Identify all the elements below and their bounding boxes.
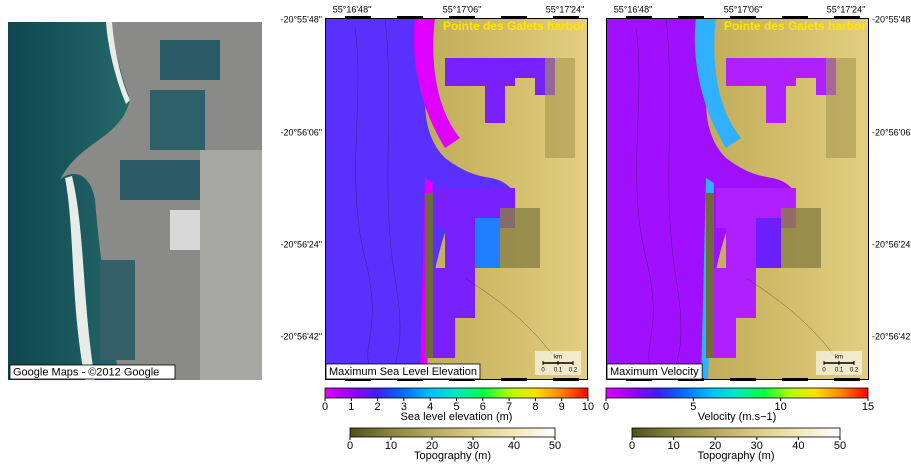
colorbar-ramp — [325, 388, 588, 398]
lat-label: -20°56'06" — [872, 127, 911, 137]
frame-segment — [345, 16, 371, 19]
colorbar-tick-label: 0 — [347, 440, 353, 452]
map-panel: 55°16'48" 55°17'06" 55°17'24" -20°55'48" -20… — [606, 4, 911, 381]
lon-label: 55°17'24" — [546, 4, 585, 14]
map-label: Maximum Sea Level Elevation — [329, 366, 477, 378]
scale-tick-label: 0.2 — [850, 368, 859, 374]
lon-label: 55°17'24" — [827, 4, 866, 14]
photo-caption: Google Maps - ©2012 Google — [13, 366, 159, 378]
lon-label: 55°16'48" — [333, 4, 372, 14]
lat-label: -20°56'42" — [280, 331, 322, 341]
colorbar-ramp — [606, 388, 868, 398]
colorbar-label: Sea level elevation (m) — [401, 411, 513, 423]
satellite-photo: Google Maps - ©2012 Google — [8, 22, 262, 380]
colorbar-tick-label: 0 — [629, 440, 635, 452]
frame-segment — [678, 16, 704, 19]
frame-segment — [397, 16, 423, 19]
map-title: Pointe des Galets harbor — [724, 19, 866, 33]
colorbar: 0 5 10 15 Velocity (m.s−1) — [603, 388, 874, 423]
map-title: Pointe des Galets harbor — [443, 19, 585, 33]
frame-segment — [730, 378, 756, 381]
scale-tick-label: 0.2 — [569, 368, 578, 374]
colorbar-label: Velocity (m.s−1) — [698, 411, 777, 423]
colorbar-tick-label: 0 — [603, 401, 609, 413]
lon-label: 55°17'06" — [443, 4, 482, 14]
frame-segment — [553, 378, 579, 381]
colorbar-tick-label: 15 — [862, 401, 874, 413]
frame-segment — [834, 378, 860, 381]
frame-segment — [626, 16, 652, 19]
colorbar-tick-label: 5 — [690, 401, 696, 413]
scale-unit: km — [554, 355, 562, 361]
colorbar-tick-label: 50 — [834, 440, 846, 452]
frame-segment — [501, 378, 527, 381]
lat-label: -20°56'24" — [872, 239, 911, 249]
map-label: Maximum Velocity — [610, 366, 699, 378]
scale-unit: km — [835, 355, 843, 361]
lat-label: -20°56'42" — [872, 331, 911, 341]
colorbar-tick-label: 40 — [508, 440, 520, 452]
colorbar-tick-label: 0 — [322, 401, 328, 413]
colorbar-label: Topography (m) — [697, 450, 774, 462]
colorbar-label: Topography (m) — [414, 450, 491, 462]
lon-label: 55°16'48" — [614, 4, 653, 14]
colorbar-tick-label: 50 — [549, 440, 561, 452]
colorbar-tick-label: 8 — [532, 401, 538, 413]
colorbar-ramp — [350, 428, 555, 437]
maps: 55°16'48" 55°17'06" 55°17'24" -20°55'48" -20… — [280, 4, 911, 381]
colorbar-tick-label: 10 — [582, 401, 594, 413]
map-panel: 55°16'48" 55°17'06" 55°17'24" -20°55'48" -20… — [280, 4, 588, 381]
colorbar-tick-label: 2 — [375, 401, 381, 413]
frame-segment — [782, 378, 808, 381]
colorbar-tick-label: 10 — [385, 440, 397, 452]
lat-label: -20°56'06" — [280, 127, 322, 137]
map-image — [325, 18, 588, 380]
colorbar-tick-label: 10 — [667, 440, 679, 452]
lat-label: -20°55'48" — [872, 14, 911, 24]
scale-tick-label: 0.1 — [554, 368, 563, 374]
scale-tick-label: 0.1 — [835, 368, 844, 374]
colorbar-tick-label: 40 — [792, 440, 804, 452]
lat-label: -20°56'24" — [280, 239, 322, 249]
colorbar-tick-label: 9 — [559, 401, 565, 413]
colorbar-tick-label: 10 — [775, 401, 787, 413]
lon-label: 55°17'06" — [724, 4, 763, 14]
map-image — [606, 18, 869, 380]
lat-label: -20°55'48" — [280, 14, 322, 24]
colorbar-ramp — [632, 428, 840, 437]
figure: Google Maps - ©2012 Google 55°16'48"55°1… — [0, 0, 911, 464]
colorbar-tick-label: 1 — [348, 401, 354, 413]
